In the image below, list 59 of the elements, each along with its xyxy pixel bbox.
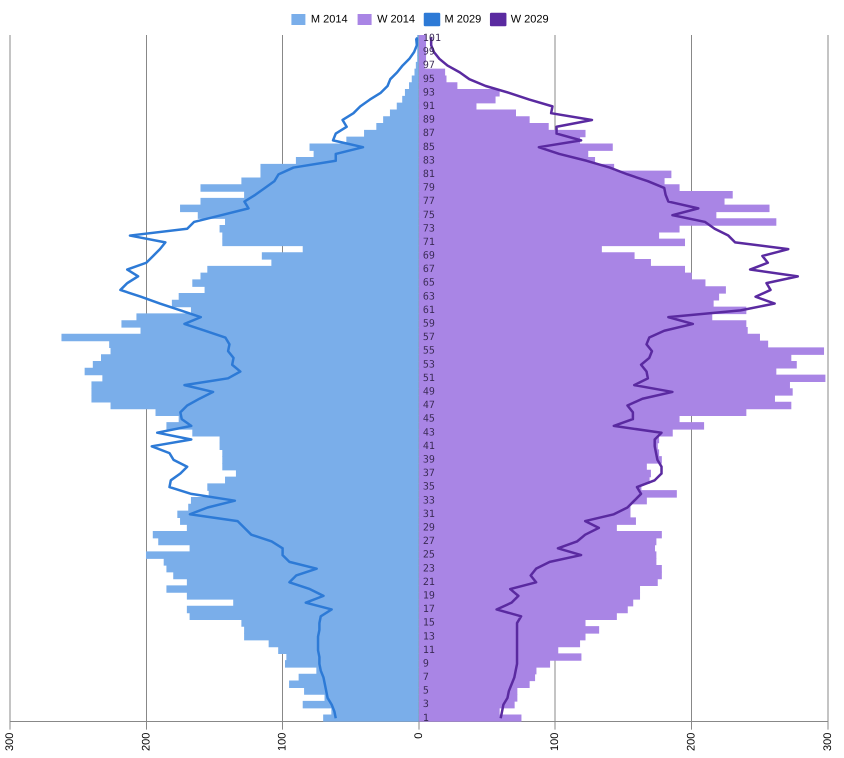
y-tick-label: 23 bbox=[422, 563, 435, 574]
legend-label: W 2014 bbox=[377, 14, 416, 26]
x-tick-label: 300 bbox=[4, 732, 16, 752]
y-tick-label: 83 bbox=[422, 155, 435, 166]
y-tick-label: 19 bbox=[422, 590, 435, 602]
y-tick-label: 37 bbox=[422, 468, 435, 480]
legend-label: M 2014 bbox=[310, 14, 348, 26]
y-tick-label: 53 bbox=[422, 359, 435, 370]
x-tick-label: 300 bbox=[822, 732, 834, 752]
y-tick-label: 29 bbox=[422, 522, 435, 534]
y-tick-label: 69 bbox=[422, 250, 435, 262]
x-tick-label: 200 bbox=[140, 732, 152, 752]
y-tick-label: 27 bbox=[422, 536, 435, 548]
y-tick-label: 45 bbox=[422, 414, 435, 425]
y-tick-label: 1 bbox=[422, 712, 429, 724]
y-tick-label: 47 bbox=[422, 400, 435, 412]
y-tick-label: 71 bbox=[422, 236, 435, 248]
y-tick-label: 63 bbox=[422, 291, 435, 302]
y-tick-label: 11 bbox=[422, 644, 435, 656]
y-tick-label: 59 bbox=[422, 318, 435, 330]
y-tick-label: 95 bbox=[422, 74, 435, 85]
y-tick-label: 55 bbox=[422, 346, 435, 357]
y-tick-label: 65 bbox=[422, 278, 435, 289]
legend-label: M 2029 bbox=[444, 14, 482, 26]
y-tick-label: 93 bbox=[422, 87, 435, 98]
y-tick-label: 25 bbox=[422, 550, 435, 561]
y-tick-label: 13 bbox=[422, 631, 435, 642]
y-tick-label: 3 bbox=[422, 699, 429, 710]
y-tick-label: 5 bbox=[422, 686, 429, 697]
x-tick-label: 100 bbox=[276, 732, 289, 752]
y-tick-label: 75 bbox=[422, 210, 435, 221]
y-tick-label: 81 bbox=[422, 168, 435, 180]
y-tick-label: 21 bbox=[422, 576, 435, 588]
y-tick-label: 73 bbox=[422, 223, 435, 234]
y-tick-label: 49 bbox=[422, 386, 435, 398]
y-tick-label: 39 bbox=[422, 454, 435, 466]
y-tick-label: 57 bbox=[422, 332, 435, 344]
y-tick-label: 33 bbox=[422, 495, 435, 506]
y-tick-label: 79 bbox=[422, 182, 435, 194]
y-tick-label: 89 bbox=[422, 114, 435, 126]
legend-label: W 2029 bbox=[510, 14, 549, 26]
y-tick-label: 31 bbox=[422, 508, 435, 520]
y-tick-label: 17 bbox=[422, 604, 435, 616]
y-tick-label: 61 bbox=[422, 304, 435, 316]
y-tick-label: 7 bbox=[422, 672, 429, 684]
x-tick-label: 0 bbox=[412, 732, 425, 739]
y-tick-label: 91 bbox=[422, 100, 435, 112]
y-tick-label: 77 bbox=[422, 196, 435, 208]
y-tick-label: 87 bbox=[422, 128, 435, 140]
x-tick-label: 200 bbox=[686, 732, 698, 752]
y-tick-label: 51 bbox=[422, 372, 435, 384]
y-tick-label: 41 bbox=[422, 440, 435, 452]
y-tick-label: 85 bbox=[422, 142, 435, 153]
y-tick-label: 35 bbox=[422, 482, 435, 493]
y-tick-label: 9 bbox=[422, 658, 429, 670]
x-tick-label: 100 bbox=[549, 732, 562, 752]
y-tick-label: 15 bbox=[422, 618, 435, 629]
y-tick-label: 67 bbox=[422, 264, 435, 276]
y-tick-label: 43 bbox=[422, 427, 435, 438]
